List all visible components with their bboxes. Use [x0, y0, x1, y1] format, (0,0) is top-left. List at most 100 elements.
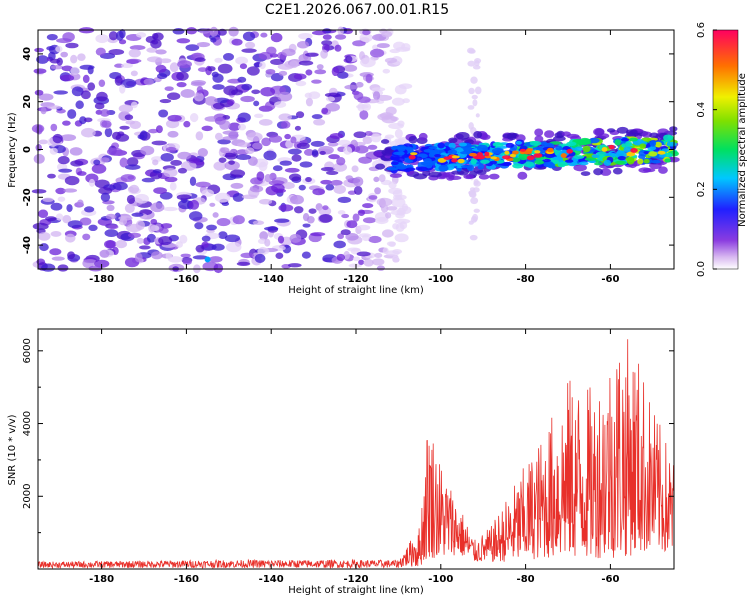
heatmap-noise-cell [394, 233, 409, 243]
heatmap-noise-cell [38, 209, 49, 218]
heatmap-noise-cell [265, 68, 276, 75]
heatmap-band-cell [418, 132, 428, 141]
heatmap-noise-cell [296, 142, 310, 150]
heatmap-noise-cell [232, 192, 244, 202]
heatmap-band-hotspot [451, 158, 458, 163]
heatmap-noise-cell [305, 52, 319, 57]
heatmap-noise-cell [105, 213, 117, 220]
heatmap-band-cell [625, 156, 635, 162]
heatmap-noise-cell [207, 66, 216, 72]
heatmap-noise-cell [264, 226, 279, 231]
heatmap-noise-cell [356, 251, 371, 257]
heatmap-noise-cell [343, 250, 350, 260]
heatmap-noise-cell [167, 114, 182, 122]
heatmap-noise-cell [245, 147, 255, 155]
heatmap-band-cell [405, 167, 416, 171]
heatmap-noise-cell [38, 139, 49, 145]
heatmap-band-cell [396, 151, 405, 156]
heatmap-noise-cell [79, 116, 87, 125]
heatmap-band-cell [424, 163, 433, 169]
heatmap-x-tick-label: -60 [601, 274, 619, 285]
heatmap-noise-cell [172, 28, 185, 35]
heatmap-noise-cell [274, 218, 290, 223]
heatmap-noise-cell [298, 184, 306, 191]
heatmap-noise-cell [302, 223, 311, 228]
heatmap-noise-cell [241, 194, 258, 200]
heatmap-noise-cell [95, 47, 106, 56]
heatmap-noise-cell [125, 120, 136, 125]
heatmap-noise-cell [287, 263, 302, 268]
heatmap-noise-cell [53, 90, 68, 95]
heatmap-noise-cell [252, 220, 265, 226]
heatmap-noise-cell [373, 176, 380, 183]
heatmap-band-cell [492, 142, 504, 147]
heatmap-streak-cell [467, 105, 475, 110]
heatmap-noise-cell [379, 28, 388, 34]
heatmap-band-cell [380, 139, 390, 144]
heatmap-band-cell [649, 132, 660, 139]
heatmap-band-cell [580, 171, 591, 176]
snr-x-tick-label: -100 [428, 574, 453, 585]
heatmap-noise-cell [278, 70, 288, 76]
heatmap-noise-cell [345, 55, 353, 63]
heatmap-band-cell [543, 161, 555, 168]
heatmap-noise-cell [118, 104, 134, 113]
heatmap-noise-cell [56, 38, 72, 44]
heatmap-noise-cell [303, 148, 315, 156]
heatmap-streak-cell [473, 180, 481, 187]
heatmap-noise-cell [325, 170, 339, 175]
heatmap-x-tick-label: -120 [343, 274, 368, 285]
heatmap-noise-cell [99, 249, 110, 258]
heatmap-noise-cell [87, 82, 96, 91]
heatmap-noise-cell [197, 67, 208, 72]
heatmap-noise-cell [378, 174, 386, 183]
heatmap-noise-cell [66, 204, 73, 213]
heatmap-noise-cell [93, 159, 101, 166]
heatmap-noise-cell [340, 229, 351, 236]
heatmap-noise-cell [401, 43, 411, 51]
heatmap-band-cell [499, 162, 512, 167]
heatmap-band-cell [617, 155, 626, 161]
heatmap-noise-cell [212, 212, 219, 218]
heatmap-streak-cell [472, 65, 481, 70]
heatmap-noise-cell [194, 222, 204, 230]
heatmap-noise-cell [334, 44, 342, 52]
heatmap-noise-cell [91, 163, 107, 174]
heatmap-noise-cell [214, 132, 223, 141]
heatmap-band-cell [381, 148, 395, 156]
snr-x-tick-label: -140 [259, 574, 284, 585]
colorbar-tick-label: 0.4 [696, 102, 707, 118]
heatmap-streak-cell [471, 94, 478, 100]
heatmap-noise-cell [237, 112, 251, 123]
heatmap-noise-cell [357, 209, 366, 217]
heatmap-band-hotspot [468, 152, 478, 157]
heatmap-noise-cell [218, 157, 227, 163]
heatmap-noise-cell [33, 153, 45, 164]
heatmap-noise-cell [100, 192, 111, 202]
heatmap-noise-cell [222, 53, 235, 61]
heatmap-streak-cell [468, 87, 475, 95]
heatmap-noise-cell [217, 63, 233, 74]
heatmap-band-hotspot [457, 158, 465, 164]
heatmap-noise-cell [314, 69, 327, 75]
heatmap-noise-cell [159, 227, 169, 234]
colorbar-gradient [712, 29, 739, 270]
heatmap-noise-cell [98, 187, 113, 195]
heatmap-noise-cell [57, 196, 66, 202]
heatmap-noise-cell [376, 197, 393, 207]
heatmap-noise-cell [193, 92, 204, 102]
heatmap-noise-cell [210, 37, 217, 43]
heatmap-band-cell [588, 137, 600, 144]
heatmap-noise-cell [164, 86, 174, 92]
snr-x-tick-label: -80 [517, 574, 535, 585]
heatmap-noise-cell [33, 68, 47, 74]
heatmap-noise-cell [328, 154, 340, 160]
colorbar-ticks: 0.0 0.2 0.4 0.6 [696, 22, 717, 277]
heatmap-noise-cell [224, 234, 241, 243]
heatmap-noise-cell [270, 32, 283, 43]
heatmap-noise-cell [325, 184, 335, 191]
heatmap-band-cell [664, 158, 672, 163]
heatmap-band-cell [479, 134, 491, 140]
heatmap-noise-cell [106, 204, 115, 212]
heatmap-band-cell [375, 163, 386, 170]
